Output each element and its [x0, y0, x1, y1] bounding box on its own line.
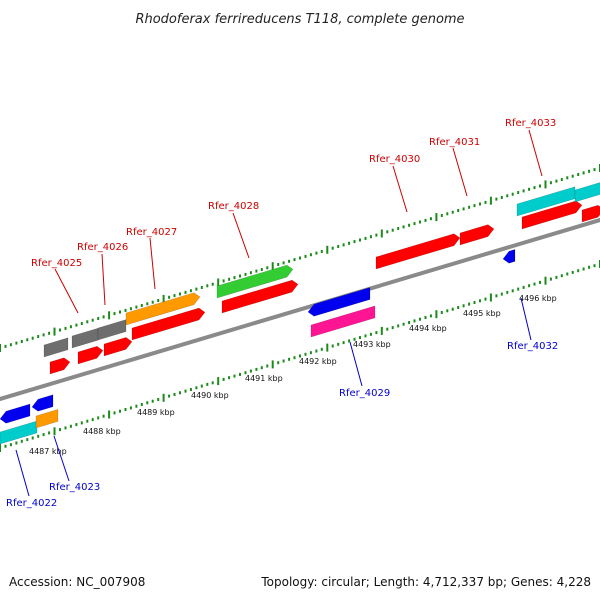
- leader-line: [528, 129, 543, 177]
- gene-label: Rfer_4026: [77, 242, 128, 253]
- gene-arrow: [49, 357, 71, 375]
- scale-label: 4487 kbp: [29, 447, 67, 456]
- scale-label: 4490 kbp: [191, 391, 229, 400]
- gene-label: Rfer_4022: [6, 498, 57, 509]
- gene-arrow: [103, 337, 133, 357]
- leader-line: [232, 212, 250, 259]
- gene-labels: Rfer_4025 Rfer_4026 Rfer_4027 Rfer_4028 …: [6, 118, 558, 509]
- leader-line: [520, 297, 532, 341]
- gene-arrow: [35, 409, 59, 429]
- gene-arrow: [310, 305, 376, 338]
- scale-label: 4491 kbp: [245, 374, 283, 383]
- gene-arrow: [77, 346, 104, 365]
- gene-label: Rfer_4025: [31, 258, 82, 269]
- gene-arrow: [502, 249, 516, 264]
- map-title: Rhodoferax ferrireducens T118, complete …: [135, 12, 464, 27]
- gene-arrow: [574, 182, 600, 203]
- leader-line: [53, 435, 70, 482]
- scale-labels: 4487 kbp 4488 kbp 4489 kbp 4490 kbp 4491…: [29, 294, 557, 456]
- gene-label: Rfer_4027: [126, 227, 177, 238]
- gene-label: Rfer_4032: [507, 341, 558, 352]
- label-leaders: [15, 129, 543, 497]
- genome-backbone: [0, 217, 600, 402]
- leader-line: [101, 253, 106, 306]
- gene-arrow: [375, 233, 461, 270]
- gene-arrow: [131, 307, 206, 341]
- scale-label: 4488 kbp: [83, 427, 121, 436]
- gene-arrow: [31, 394, 54, 412]
- gene-label: Rfer_4031: [429, 137, 480, 148]
- gene-label: Rfer_4033: [505, 118, 556, 129]
- gene-arrow: [307, 287, 371, 317]
- scale-label: 4492 kbp: [299, 357, 337, 366]
- topology-summary: Topology: circular; Length: 4,712,337 bp…: [260, 575, 591, 589]
- gene-arrow: [97, 319, 127, 341]
- leader-line: [349, 341, 363, 387]
- gene-arrow: [0, 420, 38, 445]
- leader-line: [54, 268, 79, 314]
- accession-text: Accession: NC_007908: [9, 575, 145, 589]
- gene-label: Rfer_4028: [208, 201, 259, 212]
- gene-label: Rfer_4029: [339, 388, 390, 399]
- gene-arrow: [0, 403, 31, 424]
- leader-line: [392, 165, 408, 213]
- leader-line: [452, 147, 468, 197]
- forward-tick-row: [0, 164, 600, 352]
- gene-arrow: [125, 292, 201, 326]
- gene-label: Rfer_4023: [49, 482, 100, 493]
- gene-arrow: [459, 224, 495, 246]
- scale-label: 4489 kbp: [137, 408, 175, 417]
- gene-arrow: [71, 327, 99, 349]
- leader-line: [15, 449, 30, 497]
- scale-label: 4496 kbp: [519, 294, 557, 303]
- gene-features: [0, 182, 600, 445]
- scale-label: 4494 kbp: [409, 324, 447, 333]
- scale-label: 4493 kbp: [353, 340, 391, 349]
- gene-arrow: [216, 264, 294, 299]
- reverse-tick-row: [0, 260, 600, 452]
- gene-arrow: [221, 279, 299, 314]
- gene-arrow: [521, 200, 583, 230]
- scale-label: 4495 kbp: [463, 309, 501, 318]
- gene-arrow: [581, 204, 600, 223]
- gene-arrow: [43, 337, 69, 358]
- leader-line: [149, 237, 156, 290]
- gene-label: Rfer_4030: [369, 154, 420, 165]
